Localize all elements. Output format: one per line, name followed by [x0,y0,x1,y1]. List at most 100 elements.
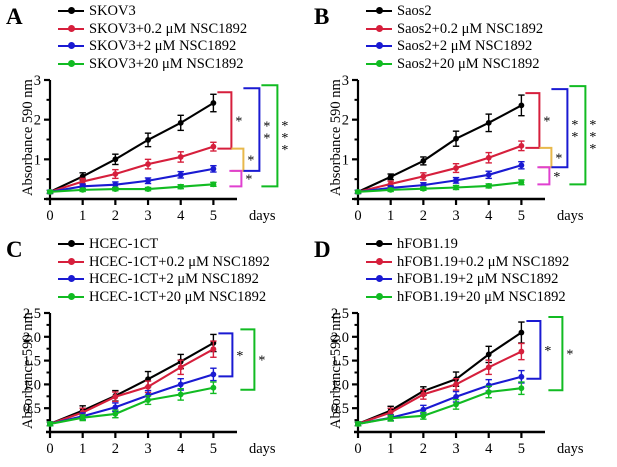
significance-bracket: * [539,146,562,169]
panel-b: B Saos2 Saos2+0.2 μM NSC1892 Saos2+2 μM NSC… [308,0,616,233]
significance-bracket: * [229,169,252,188]
svg-text:3: 3 [144,441,151,457]
legend-marker-icon [366,238,392,250]
svg-text:*: * [543,114,550,129]
significance-bracket [261,84,279,188]
svg-text:2: 2 [112,208,119,224]
legend-marker-icon [58,58,84,70]
plot-area: 0.5 1.0 1.5 2.0 2.5 0 1 2 3 4 5 days * * [331,306,584,457]
legend-label: SKOV3 [89,3,136,19]
svg-text:2: 2 [34,113,41,129]
svg-text:0: 0 [46,441,53,457]
svg-text:*: * [555,152,562,167]
svg-text:*: * [571,118,578,133]
legend-item[interactable]: Saos2+0.2 μM NSC1892 [366,21,543,37]
panel-letter: D [314,237,331,262]
significance-bracket: * [218,332,243,378]
legend-item[interactable]: SKOV3+0.2 μM NSC1892 [58,21,247,37]
svg-text:4: 4 [485,441,493,457]
svg-text:2: 2 [342,113,349,129]
legend-item[interactable]: HCEC-1CT+0.2 μM NSC1892 [58,254,270,270]
significance-bracket [551,88,569,169]
svg-text:*: * [245,173,252,188]
svg-text:*: * [566,348,573,363]
svg-text:1.5: 1.5 [23,354,41,370]
legend-label: hFOB1.19+0.2 μM NSC1892 [397,253,570,270]
legend-marker-icon [366,256,392,268]
legend-marker-icon [58,291,84,303]
svg-text:*: * [263,120,270,135]
svg-text:0.5: 0.5 [331,401,349,417]
legend-label: hFOB1.19+20 μM NSC1892 [397,288,566,305]
legend-marker-icon [366,291,392,303]
legend-item[interactable]: hFOB1.19+0.2 μM NSC1892 [366,254,569,270]
legend-label: hFOB1.19 [397,236,458,252]
svg-text:*: * [553,170,560,185]
svg-text:4: 4 [177,441,185,457]
legend-label: SKOV3+2 μM NSC1892 [89,38,237,54]
legend-item[interactable]: hFOB1.19+20 μM NSC1892 [366,289,569,305]
svg-text:*: * [247,154,254,169]
legend-label: SKOV3+0.2 μM NSC1892 [89,20,248,37]
svg-text:3: 3 [452,208,459,224]
legend-item[interactable]: Saos2+20 μM NSC1892 [366,56,543,72]
legend-label: HCEC-1CT+2 μM NSC1892 [89,271,259,287]
svg-text:1.0: 1.0 [23,377,41,393]
legend-label: Saos2+0.2 μM NSC1892 [397,20,544,37]
svg-text:*: * [589,118,596,133]
legend-label: HCEC-1CT+0.2 μM NSC1892 [89,253,270,270]
legend-item[interactable]: HCEC-1CT [58,236,270,252]
plot-area: 0.5 1.0 1.5 2.0 2.5 0 1 2 3 4 5 days * * [23,306,276,457]
legend-marker-icon [366,5,392,17]
svg-text:0.5: 0.5 [23,401,41,417]
svg-text:0: 0 [354,441,361,457]
svg-text:*: * [589,130,596,145]
panel-c: C HCEC-1CT HCEC-1CT+0.2 μM NSC1892 HCEC-1CT… [0,233,308,466]
legend-item[interactable]: hFOB1.19 [366,236,569,252]
legend-item[interactable]: SKOV3+20 μM NSC1892 [58,56,247,72]
svg-text:1: 1 [387,208,394,224]
svg-text:5: 5 [518,208,525,224]
legend-item[interactable]: Saos2+2 μM NSC1892 [366,38,543,54]
svg-text:*: * [258,354,265,369]
legend: HCEC-1CT HCEC-1CT+0.2 μM NSC1892 HCEC-1CT+… [58,236,270,306]
significance-bracket [569,85,587,186]
legend: SKOV3 SKOV3+0.2 μM NSC1892 SKOV3+2 μM NSC1… [58,3,247,73]
legend-label: Saos2+20 μM NSC1892 [397,55,540,72]
svg-text:3: 3 [342,73,349,89]
legend-item[interactable]: HCEC-1CT+20 μM NSC1892 [58,289,270,305]
legend-item[interactable]: SKOV3 [58,3,247,19]
panel-letter: A [6,4,23,29]
legend-item[interactable]: HCEC-1CT+2 μM NSC1892 [58,271,270,287]
legend-label: hFOB1.19+2 μM NSC1892 [397,271,559,287]
svg-text:2.5: 2.5 [23,306,41,322]
svg-text:*: * [263,132,270,147]
significance-bracket: * [525,92,550,149]
x-axis-title: days [557,208,584,224]
svg-text:3: 3 [144,208,151,224]
legend-marker-icon [366,40,392,52]
panel-a: A SKOV3 SKOV3+0.2 μM NSC1892 SKOV3+2 μM NSC… [0,0,308,233]
legend: hFOB1.19 hFOB1.19+0.2 μM NSC1892 hFOB1.19+… [366,236,569,306]
legend-marker-icon [58,273,84,285]
legend-marker-icon [58,23,84,35]
legend-item[interactable]: hFOB1.19+2 μM NSC1892 [366,271,569,287]
svg-text:1: 1 [342,152,349,168]
svg-text:1.5: 1.5 [331,354,349,370]
legend-item[interactable]: Saos2 [366,3,543,19]
legend-label: SKOV3+20 μM NSC1892 [89,55,244,72]
svg-text:0: 0 [354,208,361,224]
legend: Saos2 Saos2+0.2 μM NSC1892 Saos2+2 μM NSC1… [366,3,543,73]
significance-bracket: * [526,320,551,380]
legend-marker-icon [366,273,392,285]
svg-text:0: 0 [46,208,53,224]
svg-text:*: * [235,114,242,129]
svg-text:1: 1 [387,441,394,457]
x-axis-title: days [557,441,584,457]
svg-text:2.5: 2.5 [331,306,349,322]
legend-item[interactable]: SKOV3+2 μM NSC1892 [58,38,247,54]
